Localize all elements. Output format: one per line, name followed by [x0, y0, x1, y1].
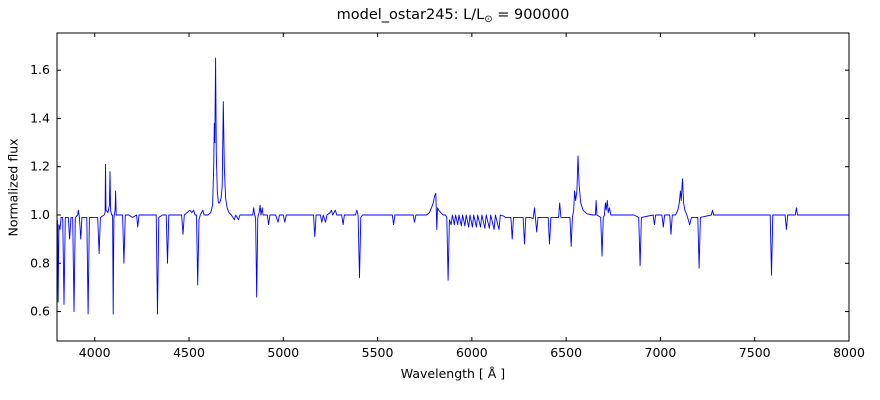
x-tick-label: 6500 [550, 345, 582, 360]
y-tick-label: 0.8 [30, 255, 50, 270]
plot-title-suffix: = 900000 [492, 7, 570, 23]
x-tick-label: 8000 [833, 345, 865, 360]
y-tick-label: 1.2 [30, 159, 50, 174]
y-axis-label: Normalized flux [5, 138, 21, 237]
x-tick-label: 5500 [362, 345, 394, 360]
axis-tick-labels: 4000 4500 5000 5500 6000 6500 7000 7500 8000 0.6 0… [30, 62, 865, 360]
plot-title-prefix: model_ostar245: L/L [336, 7, 485, 23]
x-tick-label: 4500 [173, 345, 205, 360]
x-tick-label: 6000 [456, 345, 488, 360]
y-tick-label: 1.0 [30, 207, 50, 222]
sun-symbol-icon: ⊙ [484, 14, 493, 25]
spectrum-line [56, 57, 849, 315]
plot-frame [56, 32, 850, 342]
x-tick-label: 5000 [267, 345, 299, 360]
axis-ticks [57, 33, 850, 341]
plot-title: model_ostar245: L/L⊙ = 900000 [57, 7, 849, 25]
y-tick-label: 1.6 [30, 62, 50, 77]
x-tick-label: 7000 [645, 345, 677, 360]
y-tick-label: 0.6 [30, 304, 50, 319]
x-axis-label: Wavelength [ Å ] [400, 366, 506, 381]
y-tick-label: 1.4 [30, 110, 50, 125]
x-tick-label: 4000 [79, 345, 111, 360]
x-tick-label: 7500 [739, 345, 771, 360]
